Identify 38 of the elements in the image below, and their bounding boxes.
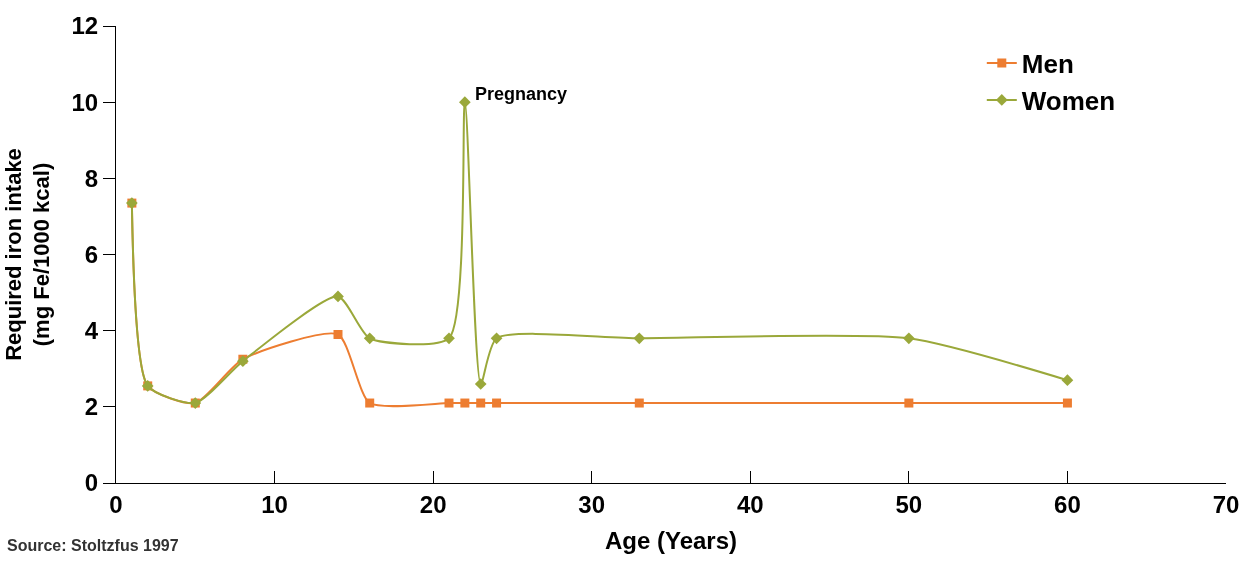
point: [634, 398, 644, 408]
x-tick-label: 0: [109, 490, 123, 518]
point: [1061, 374, 1074, 387]
y-tick-label: 6: [84, 240, 99, 268]
point: [363, 332, 376, 345]
x-tick-label: 40: [736, 490, 764, 518]
legend-label: Women: [1021, 86, 1116, 117]
point: [490, 332, 503, 345]
point: [476, 398, 486, 408]
y-tick-label: 2: [84, 393, 99, 421]
x-tick-label: 50: [895, 490, 923, 518]
annotation: Pregnancy: [475, 84, 568, 104]
x-axis-title: Age (Years): [604, 527, 738, 555]
y-tick-label: 0: [84, 469, 99, 497]
y-tick-label: 4: [84, 317, 99, 345]
legend-label: Men: [1021, 49, 1074, 80]
point: [365, 398, 375, 408]
point: [443, 332, 455, 345]
point: [633, 332, 646, 345]
y-axis-title: Required iron intake (mg Fe/1000 kcal): [0, 148, 55, 361]
source-note: Source: Stoltzfus 1997: [7, 537, 179, 554]
point: [460, 398, 470, 408]
point: [903, 332, 915, 345]
point: [1062, 398, 1072, 408]
point: [474, 378, 487, 390]
x-tick-label: 10: [261, 490, 288, 518]
y-tick-label: 8: [84, 164, 99, 192]
y-tick-label: 12: [71, 12, 99, 40]
point: [444, 398, 454, 408]
x-tick-label: 60: [1054, 490, 1081, 518]
point: [332, 290, 344, 303]
x-tick-label: 30: [578, 490, 606, 518]
point: [333, 329, 343, 339]
x-tick-label: 20: [419, 490, 447, 518]
x-tick-label: 70: [1212, 490, 1240, 518]
point: [904, 398, 914, 408]
y-tick-label: 10: [71, 88, 99, 116]
point: [492, 398, 502, 408]
